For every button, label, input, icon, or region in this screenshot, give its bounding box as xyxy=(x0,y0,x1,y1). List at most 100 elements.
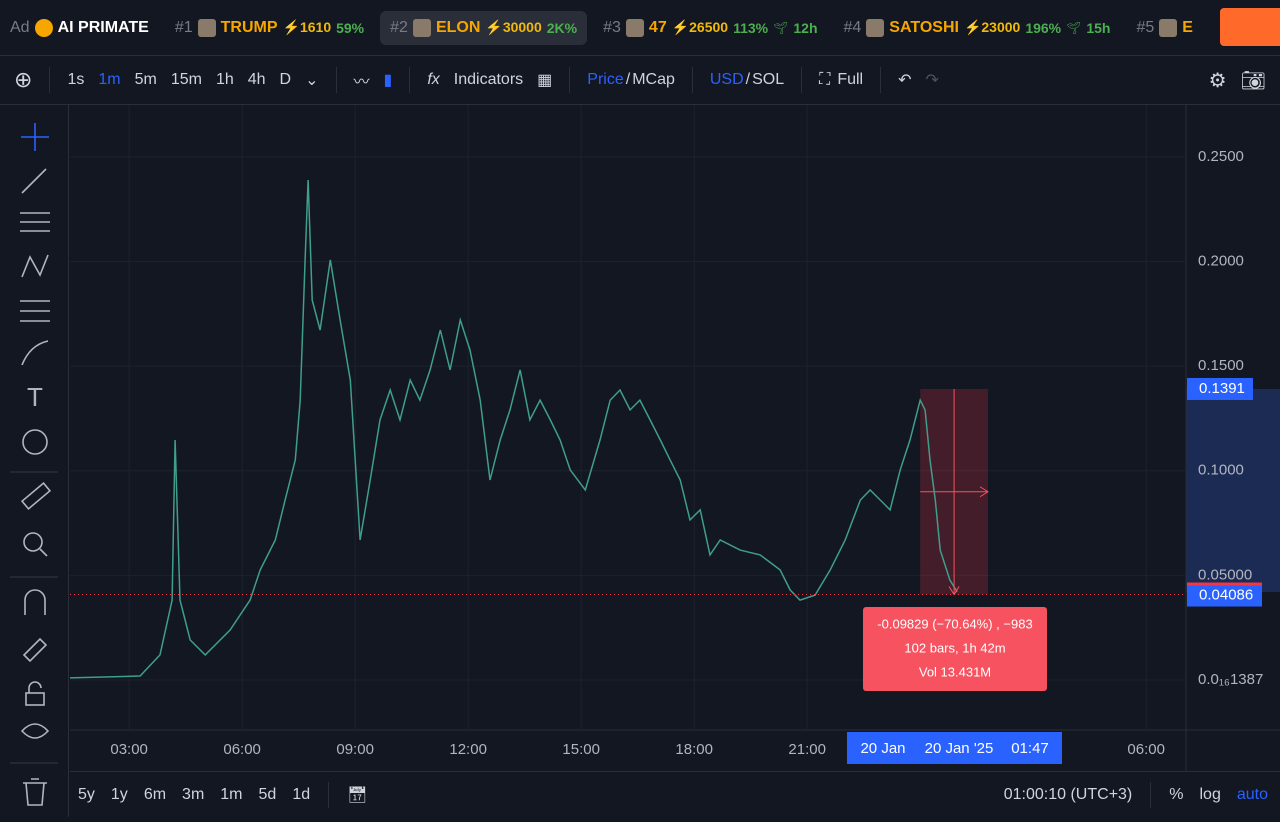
range[interactable]: 1y xyxy=(110,786,128,803)
trash[interactable] xyxy=(23,778,47,806)
intervals: 1s 1m 5m 15m 1h 4h D xyxy=(60,71,298,89)
separator xyxy=(409,67,411,93)
indicators[interactable]: Indicators xyxy=(453,71,524,88)
settings[interactable]: ⚙ xyxy=(1208,69,1227,92)
ticker-bar: Ad AI PRIMATE #1 TRUMP ⚡1610 59% #2 ELON ⚡30000… xyxy=(0,0,1280,56)
date-range-icon[interactable]: 📅︎ xyxy=(347,787,368,804)
ad[interactable]: Ad AI PRIMATE xyxy=(0,11,159,45)
projection-tool[interactable] xyxy=(20,300,50,322)
range[interactable]: 6m xyxy=(143,786,167,803)
coin-name: E xyxy=(1182,18,1193,36)
sol-toggle[interactable]: SOL xyxy=(752,71,785,88)
interval[interactable]: 1s xyxy=(67,71,85,88)
separator xyxy=(880,67,882,93)
fullscreen-icon: ⛶ xyxy=(819,71,831,88)
text-tool[interactable]: T xyxy=(27,382,43,412)
last-price-label: 0.04086 xyxy=(1199,586,1253,603)
pattern-tool[interactable] xyxy=(21,254,49,278)
separator xyxy=(691,67,693,93)
range[interactable]: 3m xyxy=(182,786,205,803)
brush-tool[interactable] xyxy=(21,340,49,366)
interval[interactable]: 1m xyxy=(98,71,121,88)
range[interactable]: 5y xyxy=(78,786,95,803)
interval[interactable]: D xyxy=(279,71,292,88)
sprout-icon: 🌱︎ xyxy=(773,20,789,35)
price-line xyxy=(69,179,958,679)
rank: #3 xyxy=(603,18,621,36)
lock-drawings[interactable] xyxy=(22,637,48,663)
ranges: 5y 1y 6m 3m 1m 5d 1d xyxy=(70,786,318,804)
cursor-date-box xyxy=(847,732,1062,764)
x-tick-label: 03:00 xyxy=(110,741,148,758)
ticker-item[interactable]: #5 E xyxy=(1126,11,1202,45)
trend-line[interactable] xyxy=(21,168,47,194)
coin-icon xyxy=(197,18,216,37)
dropdown[interactable]: ⌄ xyxy=(305,72,319,89)
zoom[interactable] xyxy=(23,532,43,552)
interval[interactable]: 15m xyxy=(170,71,202,88)
undo[interactable]: ↶ xyxy=(898,72,912,89)
usd-toggle[interactable]: USD xyxy=(709,71,744,88)
interval[interactable]: 1h xyxy=(215,71,234,88)
rank: #2 xyxy=(390,18,408,36)
boost: ⚡23000 xyxy=(963,19,1021,35)
measure-tooltip xyxy=(863,607,1047,691)
magnet[interactable] xyxy=(24,589,46,615)
fx-icon: fx xyxy=(427,71,440,88)
ticker-item[interactable]: #4 SATOSHI ⚡23000 196% 🌱︎ 15h xyxy=(834,11,1121,45)
full[interactable]: Full xyxy=(837,71,864,88)
y-tick-label: 0.2500 xyxy=(1198,148,1244,165)
range[interactable]: 1d xyxy=(292,786,311,803)
chart: 0.0₁₆1387 0.05000 0.1000 0.1500 0.2000 0.2500… xyxy=(69,105,1280,771)
separator xyxy=(335,67,337,93)
crosshair[interactable] xyxy=(21,123,49,151)
last-price-tag xyxy=(1187,582,1262,607)
hot-button[interactable] xyxy=(1220,8,1280,46)
visibility[interactable] xyxy=(20,723,50,739)
separator xyxy=(801,67,803,93)
layout-icon[interactable]: ▦ xyxy=(537,72,553,89)
candle-style[interactable]: ▮ xyxy=(383,72,393,89)
separator xyxy=(1150,782,1152,808)
camera[interactable]: 📷︎ xyxy=(1240,69,1266,92)
rank: #1 xyxy=(174,18,193,36)
cursor-label: 01:47 xyxy=(1011,740,1049,757)
y-tick-label: 0.0₁₆1387 xyxy=(1198,671,1263,688)
x-tick-label: 15:00 xyxy=(562,741,600,758)
bottom-bar: 5y 1y 6m 3m 1m 5d 1d 📅︎ 01:00:10 (UTC+3) % log… xyxy=(70,771,1280,818)
interval[interactable]: 5m xyxy=(134,71,157,88)
line-style[interactable]: 〰 xyxy=(353,74,370,91)
coin-name: ELON xyxy=(435,18,481,36)
interval[interactable]: 4h xyxy=(247,71,266,88)
x-tick-label: 06:00 xyxy=(1127,741,1165,758)
ruler[interactable] xyxy=(20,482,52,510)
ticker-item[interactable]: #2 ELON ⚡30000 2K% xyxy=(380,10,588,45)
measure-tooltip-line: -0.09829 (−70.64%) , −983 xyxy=(877,616,1032,631)
separator xyxy=(569,67,571,93)
y-tick-label: 0.1000 xyxy=(1198,462,1244,479)
ticker-item[interactable]: #1 TRUMP ⚡1610 59% xyxy=(165,11,374,45)
last-price-tag-top xyxy=(1187,582,1262,586)
emoji-tool[interactable] xyxy=(22,429,48,455)
price-toggle[interactable]: Price xyxy=(587,71,624,88)
range[interactable]: 5d xyxy=(258,786,277,803)
toolbar: ⊕ 1s 1m 5m 15m 1h 4h D ⌄ 〰 ▮ fx Indicators ▦ Pri… xyxy=(0,56,1280,105)
log-toggle[interactable]: log xyxy=(1199,786,1221,803)
fib-tool[interactable] xyxy=(20,212,50,232)
cursor-label: 20 Jan xyxy=(860,740,905,757)
coin-icon xyxy=(1159,18,1178,37)
add-symbol[interactable]: ⊕ xyxy=(14,67,33,92)
x-tick-label: 09:00 xyxy=(336,741,374,758)
ad-icon xyxy=(34,18,53,37)
range[interactable]: 1m xyxy=(220,786,243,803)
y-tick-label: 0.2000 xyxy=(1198,253,1244,270)
separator xyxy=(49,67,51,93)
lock[interactable] xyxy=(25,692,45,706)
coin-icon xyxy=(625,18,644,37)
redo[interactable]: ↷ xyxy=(925,72,939,89)
mcap-toggle[interactable]: MCap xyxy=(632,71,675,88)
auto-toggle[interactable]: auto xyxy=(1236,786,1268,803)
percent-toggle[interactable]: % xyxy=(1169,786,1184,803)
ticker-item[interactable]: #3 47 ⚡26500 113% 🌱︎ 12h xyxy=(593,11,827,45)
ad-name: AI PRIMATE xyxy=(57,18,149,36)
